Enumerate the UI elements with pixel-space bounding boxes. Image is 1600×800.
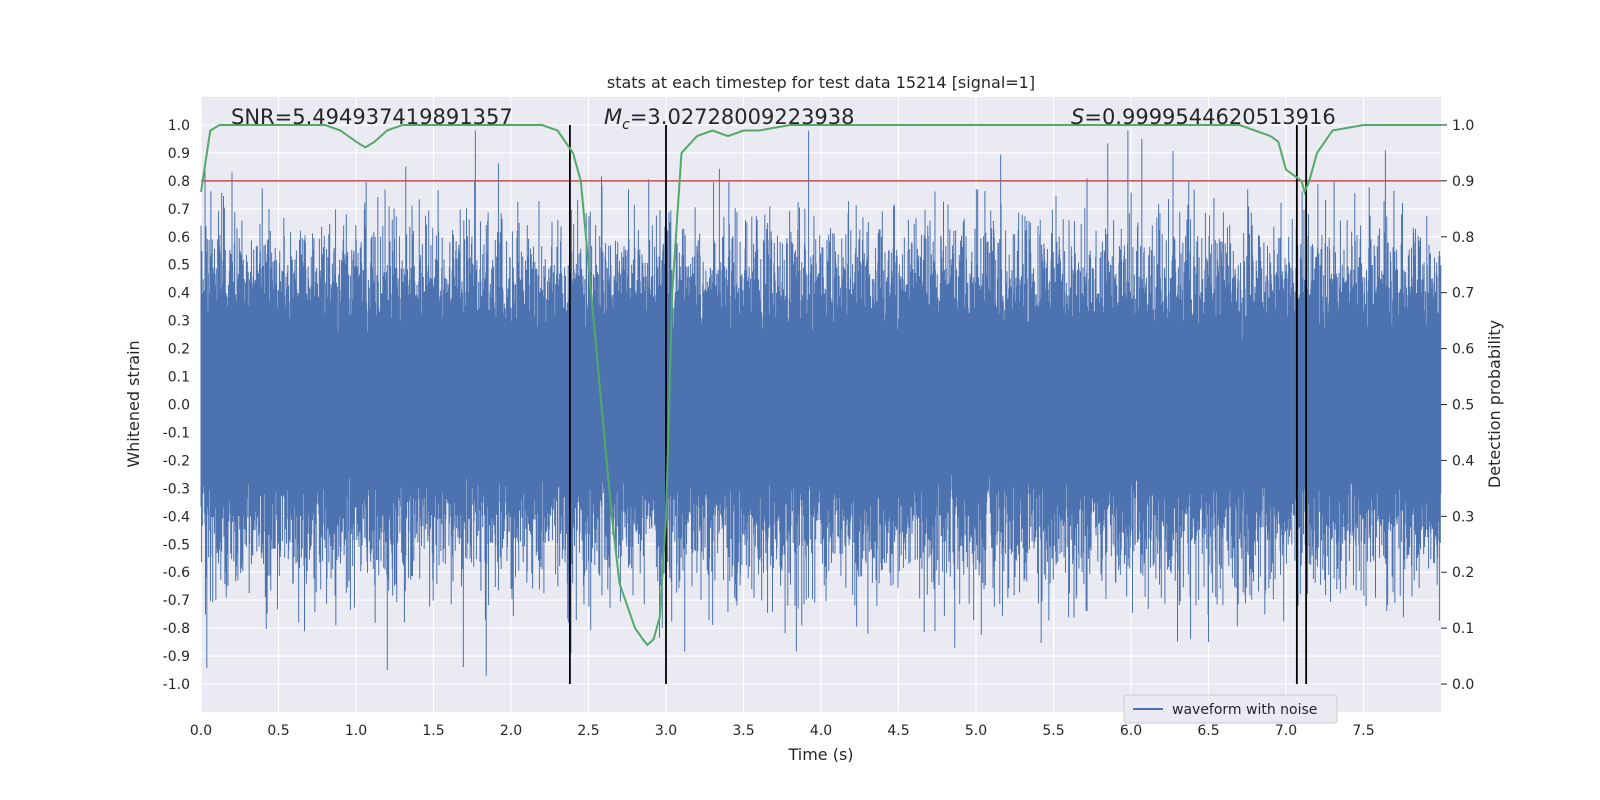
y-tick-label: -0.1 (163, 425, 190, 441)
y-tick-label: 0.8 (168, 174, 190, 190)
y-tick-label: 0.0 (168, 398, 190, 414)
legend: waveform with noise (1123, 694, 1338, 724)
x-tick-label: 4.0 (810, 723, 832, 739)
y-right-axis-ticks: 1.0 0.9 0.8 0.7 0.6 0.5 0.4 0.3 0.2 0.1 0.0 (1441, 118, 1474, 693)
x-tick-label: 3.5 (732, 723, 754, 739)
y-right-tick-label: 1.0 (1452, 118, 1474, 134)
y-tick-label: -0.9 (163, 649, 190, 665)
x-tick-label: 2.0 (500, 723, 522, 739)
x-tick-label: 0.5 (267, 723, 289, 739)
y-tick-label: -0.8 (163, 621, 190, 637)
y-right-tick-label: 0.2 (1452, 565, 1474, 581)
x-tick-label: 4.5 (887, 723, 909, 739)
y-right-axis-label: Detection probability (1485, 320, 1504, 488)
y-tick-label: 0.4 (168, 286, 190, 302)
y-tick-label: 0.1 (168, 370, 190, 386)
x-tick-label: 7.0 (1275, 723, 1297, 739)
x-tick-label: 5.0 (965, 723, 987, 739)
y-right-tick-label: 0.4 (1452, 453, 1474, 469)
y-right-tick-label: 0.6 (1452, 342, 1474, 358)
y-right-tick-label: 0.3 (1452, 509, 1474, 525)
y-tick-label: 0.9 (168, 146, 190, 162)
y-tick-label: 0.7 (168, 202, 190, 218)
x-tick-label: 7.5 (1352, 723, 1374, 739)
x-tick-label: 2.5 (577, 723, 599, 739)
y-right-tick-label: 0.5 (1452, 398, 1474, 414)
x-axis-label: Time (s) (787, 745, 853, 764)
y-right-tick-label: 0.1 (1452, 621, 1474, 637)
chirp-mass-annotation: Mc=3.02728009223938 (604, 105, 855, 133)
y-tick-label: 0.3 (168, 314, 190, 330)
overlay (200, 124, 1441, 685)
y-axis-ticks: 1.0 0.9 0.8 0.7 0.6 0.5 0.4 0.3 0.2 0.1 0.0 -0.1 -0.… (163, 118, 190, 693)
x-tick-label: 1.5 (422, 723, 444, 739)
y-tick-label: -0.5 (163, 537, 190, 553)
y-tick-label: -1.0 (163, 677, 190, 693)
y-right-tick-label: 0.0 (1452, 677, 1474, 693)
y-right-tick-label: 0.9 (1452, 174, 1474, 190)
x-tick-label: 1.0 (345, 723, 367, 739)
y-tick-label: 0.6 (168, 230, 190, 246)
detection-probability-line (200, 124, 1441, 647)
y-axis-label: Whitened strain (124, 340, 143, 467)
x-tick-label: 0.0 (190, 723, 212, 739)
chart-title: stats at each timestep for test data 152… (607, 73, 1035, 92)
y-tick-label: 1.0 (168, 118, 190, 134)
y-tick-label: -0.4 (163, 509, 190, 525)
statistic-annotation: S=0.9999544620513916 (1071, 105, 1336, 129)
x-tick-label: 6.5 (1197, 723, 1219, 739)
y-tick-label: 0.2 (168, 342, 190, 358)
y-tick-label: -0.3 (163, 481, 190, 497)
legend-box (1123, 694, 1338, 724)
legend-label: waveform with noise (1172, 702, 1317, 718)
y-tick-label: 0.5 (168, 258, 190, 274)
x-axis-ticks: 0.0 0.5 1.0 1.5 2.0 2.5 3.0 3.5 4.0 4.5 5.0 5.5 6.0 6… (190, 723, 1375, 739)
y-tick-label: -0.6 (163, 565, 190, 581)
snr-annotation: SNR=5.494937419891357 (231, 105, 513, 129)
x-tick-label: 5.5 (1042, 723, 1064, 739)
x-tick-label: 3.0 (655, 723, 677, 739)
y-right-tick-label: 0.8 (1452, 230, 1474, 246)
y-right-tick-label: 0.7 (1452, 286, 1474, 302)
y-tick-label: -0.7 (163, 593, 190, 609)
y-tick-label: -0.2 (163, 453, 190, 469)
x-tick-label: 6.0 (1120, 723, 1142, 739)
